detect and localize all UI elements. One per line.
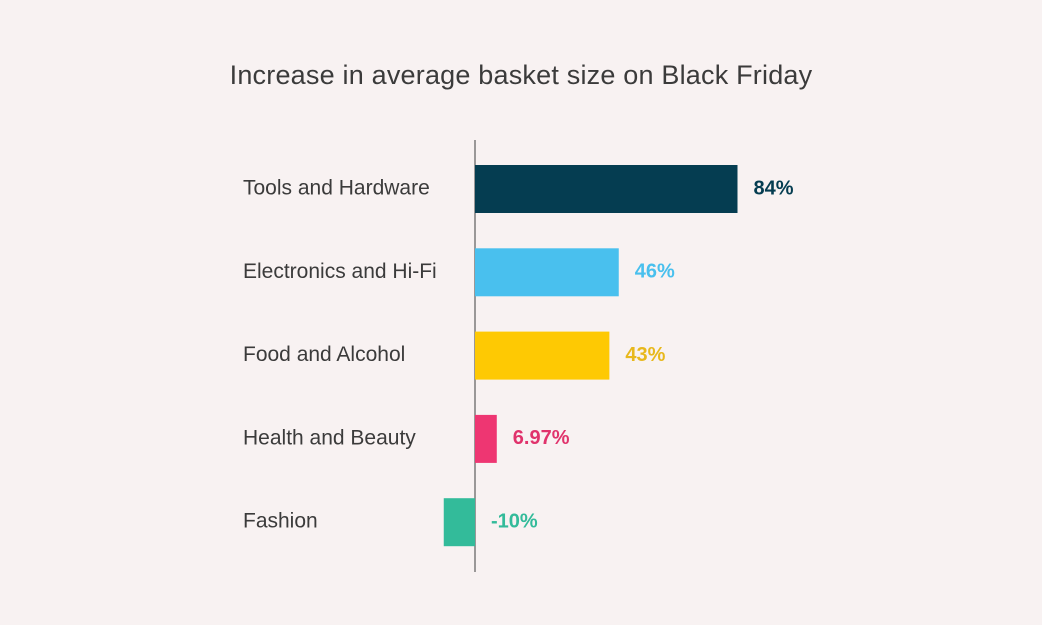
- bar-2: [475, 331, 610, 380]
- bar-3: [475, 414, 497, 463]
- bar-1: [475, 248, 619, 297]
- category-label-1: Electronics and Hi-Fi: [243, 260, 437, 283]
- value-label-0: 84%: [754, 177, 794, 199]
- value-label-2: 43%: [625, 344, 665, 366]
- category-label-0: Tools and Hardware: [243, 177, 430, 200]
- value-label-3: 6.97%: [513, 427, 570, 449]
- bar-0: [475, 165, 738, 213]
- category-label-2: Food and Alcohol: [243, 343, 405, 366]
- bars-layer: Tools and Hardware 84% Electronics and Hi-…: [243, 165, 794, 547]
- bar-4: [443, 498, 475, 547]
- category-label-4: Fashion: [243, 510, 318, 533]
- category-label-3: Health and Beauty: [243, 426, 416, 449]
- chart-title: Increase in average basket size on Black…: [229, 60, 813, 90]
- value-label-4: -10%: [491, 510, 538, 532]
- value-label-1: 46%: [635, 261, 675, 283]
